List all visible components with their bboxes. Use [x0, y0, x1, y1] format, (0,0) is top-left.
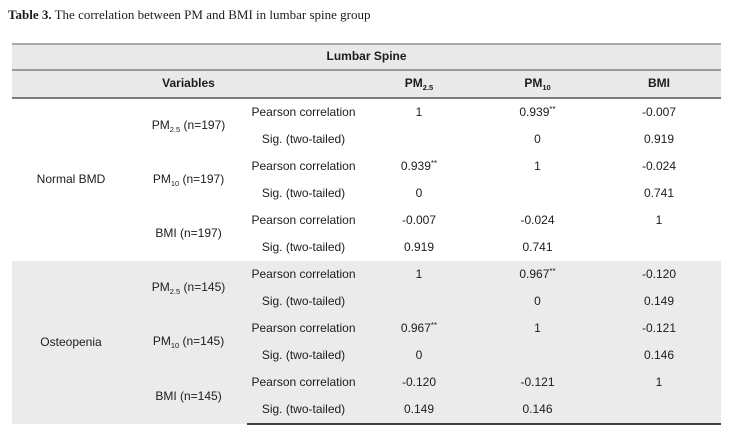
- value-cell-pm10: -0.121: [478, 369, 597, 396]
- variable-label: BMI (n=145): [130, 369, 247, 424]
- value-cell-pm25: 0.967**: [360, 315, 478, 342]
- value-cell-bmi: 0.149: [597, 288, 722, 315]
- value-cell-pm25: 1: [360, 98, 478, 126]
- value-cell-pm25: -0.120: [360, 369, 478, 396]
- value-cell-bmi: -0.024: [597, 153, 722, 180]
- table-row: Sig. (two-tailed) 0.919 0.741: [12, 234, 722, 261]
- column-header-pm10: PM10: [478, 70, 597, 99]
- variable-label: PM2.5 (n=145): [130, 261, 247, 315]
- value-cell-pm25: -0.007: [360, 207, 478, 234]
- value-cell-bmi: 0.919: [597, 126, 722, 153]
- value-cell-pm10: 0: [478, 126, 597, 153]
- value-cell-pm10: 0.741: [478, 234, 597, 261]
- column-header-pm25: PM2.5: [360, 70, 478, 99]
- measure-label: Pearson correlation: [247, 315, 360, 342]
- value-cell-pm25: [360, 288, 478, 315]
- column-header-bmi: BMI: [597, 70, 722, 99]
- header-spacer: [12, 70, 130, 99]
- variable-label: PM10 (n=145): [130, 315, 247, 369]
- table-row: Normal BMD PM2.5 (n=197) Pearson correla…: [12, 98, 722, 261]
- group-label-osteopenia: Osteopenia: [12, 261, 130, 424]
- measure-label: Sig. (two-tailed): [247, 396, 360, 425]
- value-cell-bmi: -0.120: [597, 261, 722, 288]
- table-row: BMI (n=197) Pearson correlation -0.007 -…: [12, 207, 722, 261]
- table-row: PM10 (n=197) Pearson correlation 0.939**…: [12, 153, 722, 207]
- variable-label: PM10 (n=197): [130, 153, 247, 207]
- measure-label: Sig. (two-tailed): [247, 288, 360, 315]
- table-row: Sig. (two-tailed) 0 0.149: [12, 288, 722, 315]
- measure-label: Sig. (two-tailed): [247, 342, 360, 369]
- table-row: Osteopenia PM2.5 (n=145) Pearson correla…: [12, 261, 722, 424]
- measure-label: Pearson correlation: [247, 207, 360, 234]
- value-cell-bmi: [597, 234, 722, 261]
- lumbar-spine-band: Lumbar Spine: [12, 43, 722, 71]
- variable-label: BMI (n=197): [130, 207, 247, 261]
- value-cell-pm25: 0.149: [360, 396, 478, 425]
- measure-label: Sig. (two-tailed): [247, 234, 360, 261]
- value-cell-pm10: 0: [478, 288, 597, 315]
- value-cell-bmi: [597, 396, 722, 425]
- variable-label: PM2.5 (n=197): [130, 98, 247, 153]
- table-row: PM10 (n=145) Pearson correlation 0.967**…: [12, 315, 722, 369]
- table-row: BMI (n=145) Pearson correlation -0.120 -…: [12, 369, 722, 424]
- value-cell-bmi: 0.741: [597, 180, 722, 207]
- value-cell-pm10: 1: [478, 153, 597, 180]
- measure-label: Pearson correlation: [247, 98, 360, 126]
- value-cell-pm10: [478, 180, 597, 207]
- value-cell-bmi: 1: [597, 369, 722, 396]
- value-cell-pm10: 1: [478, 315, 597, 342]
- value-cell-pm25: [360, 126, 478, 153]
- group-label-normal-bmd: Normal BMD: [12, 98, 130, 261]
- measure-label: Sig. (two-tailed): [247, 126, 360, 153]
- measure-label: Pearson correlation: [247, 261, 360, 288]
- table-caption-text: The correlation between PM and BMI in lu…: [51, 7, 371, 22]
- table-row: Sig. (two-tailed) 0.149 0.146: [12, 396, 722, 425]
- table-caption: Table 3. The correlation between PM and …: [8, 7, 729, 23]
- value-cell-bmi: 1: [597, 207, 722, 234]
- measure-label: Pearson correlation: [247, 153, 360, 180]
- value-cell-pm10: 0.967**: [478, 261, 597, 288]
- measure-label: Sig. (two-tailed): [247, 180, 360, 207]
- value-cell-pm25: 1: [360, 261, 478, 288]
- table-row: Sig. (two-tailed) 0 0.146: [12, 342, 722, 369]
- table-caption-number: Table 3.: [8, 7, 52, 22]
- table-row: Sig. (two-tailed) 0 0.741: [12, 180, 722, 207]
- value-cell-pm10: -0.024: [478, 207, 597, 234]
- correlation-table: Lumbar Spine Variables PM2.5 PM10 BMI No…: [12, 43, 722, 425]
- value-cell-pm10: 0.939**: [478, 98, 597, 126]
- value-cell-pm25: 0.919: [360, 234, 478, 261]
- header-spacer: [247, 70, 360, 99]
- value-cell-bmi: 0.146: [597, 342, 722, 369]
- column-header-variables: Variables: [130, 70, 247, 99]
- value-cell-pm10: [478, 342, 597, 369]
- table-row: Lumbar Spine: [12, 43, 722, 71]
- measure-label: Pearson correlation: [247, 369, 360, 396]
- value-cell-pm25: 0: [360, 342, 478, 369]
- value-cell-bmi: -0.007: [597, 98, 722, 126]
- value-cell-pm10: 0.146: [478, 396, 597, 425]
- value-cell-pm25: 0.939**: [360, 153, 478, 180]
- table-row: Sig. (two-tailed) 0 0.919: [12, 126, 722, 153]
- value-cell-pm25: 0: [360, 180, 478, 207]
- table-row: Variables PM2.5 PM10 BMI: [12, 70, 722, 99]
- value-cell-bmi: -0.121: [597, 315, 722, 342]
